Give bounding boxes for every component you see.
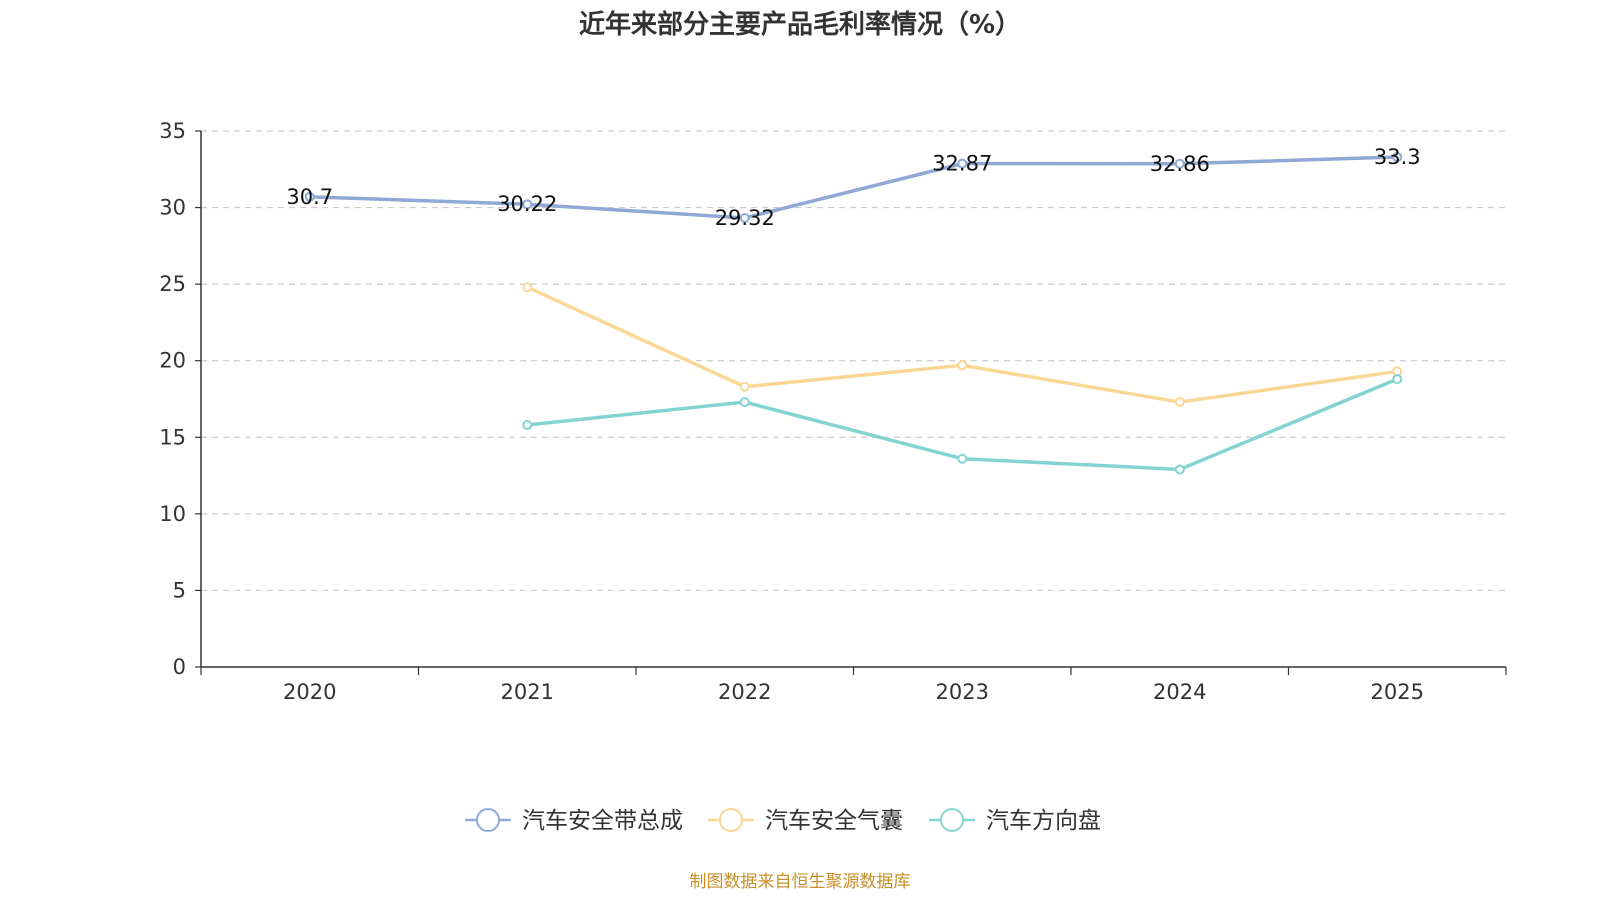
legend[interactable]: 汽车安全带总成 汽车安全气囊 汽车方向盘 bbox=[465, 808, 1101, 834]
legend-label: 汽车安全气囊 bbox=[765, 808, 903, 834]
x-tick-label: 2022 bbox=[718, 680, 771, 704]
y-tick-label: 35 bbox=[159, 119, 186, 143]
x-tick-label: 2021 bbox=[501, 680, 554, 704]
y-tick-label: 30 bbox=[159, 196, 186, 220]
legend-item[interactable]: 汽车安全带总成 bbox=[465, 808, 683, 834]
legend-marker bbox=[476, 808, 500, 832]
data-point[interactable] bbox=[522, 282, 533, 293]
legend-marker bbox=[719, 808, 743, 832]
x-tick-label: 2025 bbox=[1371, 680, 1424, 704]
series-layer bbox=[304, 152, 1403, 475]
data-label: 32.86 bbox=[1150, 152, 1210, 176]
data-point[interactable] bbox=[1392, 152, 1403, 163]
data-label: 32.87 bbox=[932, 152, 992, 176]
data-point[interactable] bbox=[957, 360, 968, 371]
legend-item[interactable]: 汽车安全气囊 bbox=[708, 808, 903, 834]
data-point[interactable] bbox=[1174, 397, 1185, 408]
data-point[interactable] bbox=[739, 397, 750, 408]
data-point[interactable] bbox=[739, 212, 750, 223]
y-tick-label: 25 bbox=[159, 272, 186, 296]
data-point[interactable] bbox=[304, 191, 315, 202]
series-3 bbox=[522, 374, 1403, 475]
series-line bbox=[308, 155, 1399, 220]
data-label: 33.3 bbox=[1374, 145, 1421, 169]
data-label: 30.22 bbox=[497, 192, 557, 216]
data-point[interactable] bbox=[1392, 374, 1403, 385]
data-label: 30.7 bbox=[286, 185, 333, 209]
x-tick-label: 2023 bbox=[936, 680, 989, 704]
y-tick-label: 10 bbox=[159, 502, 186, 526]
source-note: 制图数据来自恒生聚源数据库 bbox=[690, 872, 911, 892]
grid-lines bbox=[201, 130, 1506, 592]
legend-label: 汽车方向盘 bbox=[986, 808, 1101, 834]
series-2 bbox=[522, 282, 1403, 408]
data-point[interactable] bbox=[522, 199, 533, 210]
data-point[interactable] bbox=[1174, 464, 1185, 475]
legend-marker bbox=[940, 808, 964, 832]
y-tick-label: 20 bbox=[159, 349, 186, 373]
y-tick-label: 5 bbox=[173, 578, 186, 602]
chart-title: 近年来部分主要产品毛利率情况（%） bbox=[579, 9, 1021, 40]
legend-item[interactable]: 汽车方向盘 bbox=[929, 808, 1101, 834]
legend-label: 汽车安全带总成 bbox=[522, 808, 683, 834]
series-1 bbox=[304, 152, 1403, 223]
series-line bbox=[525, 285, 1399, 404]
data-label: 29.32 bbox=[715, 206, 775, 230]
data-point[interactable] bbox=[957, 453, 968, 464]
x-tick-label: 2024 bbox=[1153, 680, 1206, 704]
data-point[interactable] bbox=[1174, 158, 1185, 169]
data-labels: 30.7 30.22 29.32 32.87 32.86 33.3 bbox=[286, 145, 1420, 230]
data-point[interactable] bbox=[522, 420, 533, 431]
data-point[interactable] bbox=[739, 381, 750, 392]
y-tick-label: 15 bbox=[159, 425, 186, 449]
data-point[interactable] bbox=[957, 158, 968, 169]
x-tick-label: 2020 bbox=[283, 680, 336, 704]
y-tick-label: 0 bbox=[173, 655, 186, 679]
